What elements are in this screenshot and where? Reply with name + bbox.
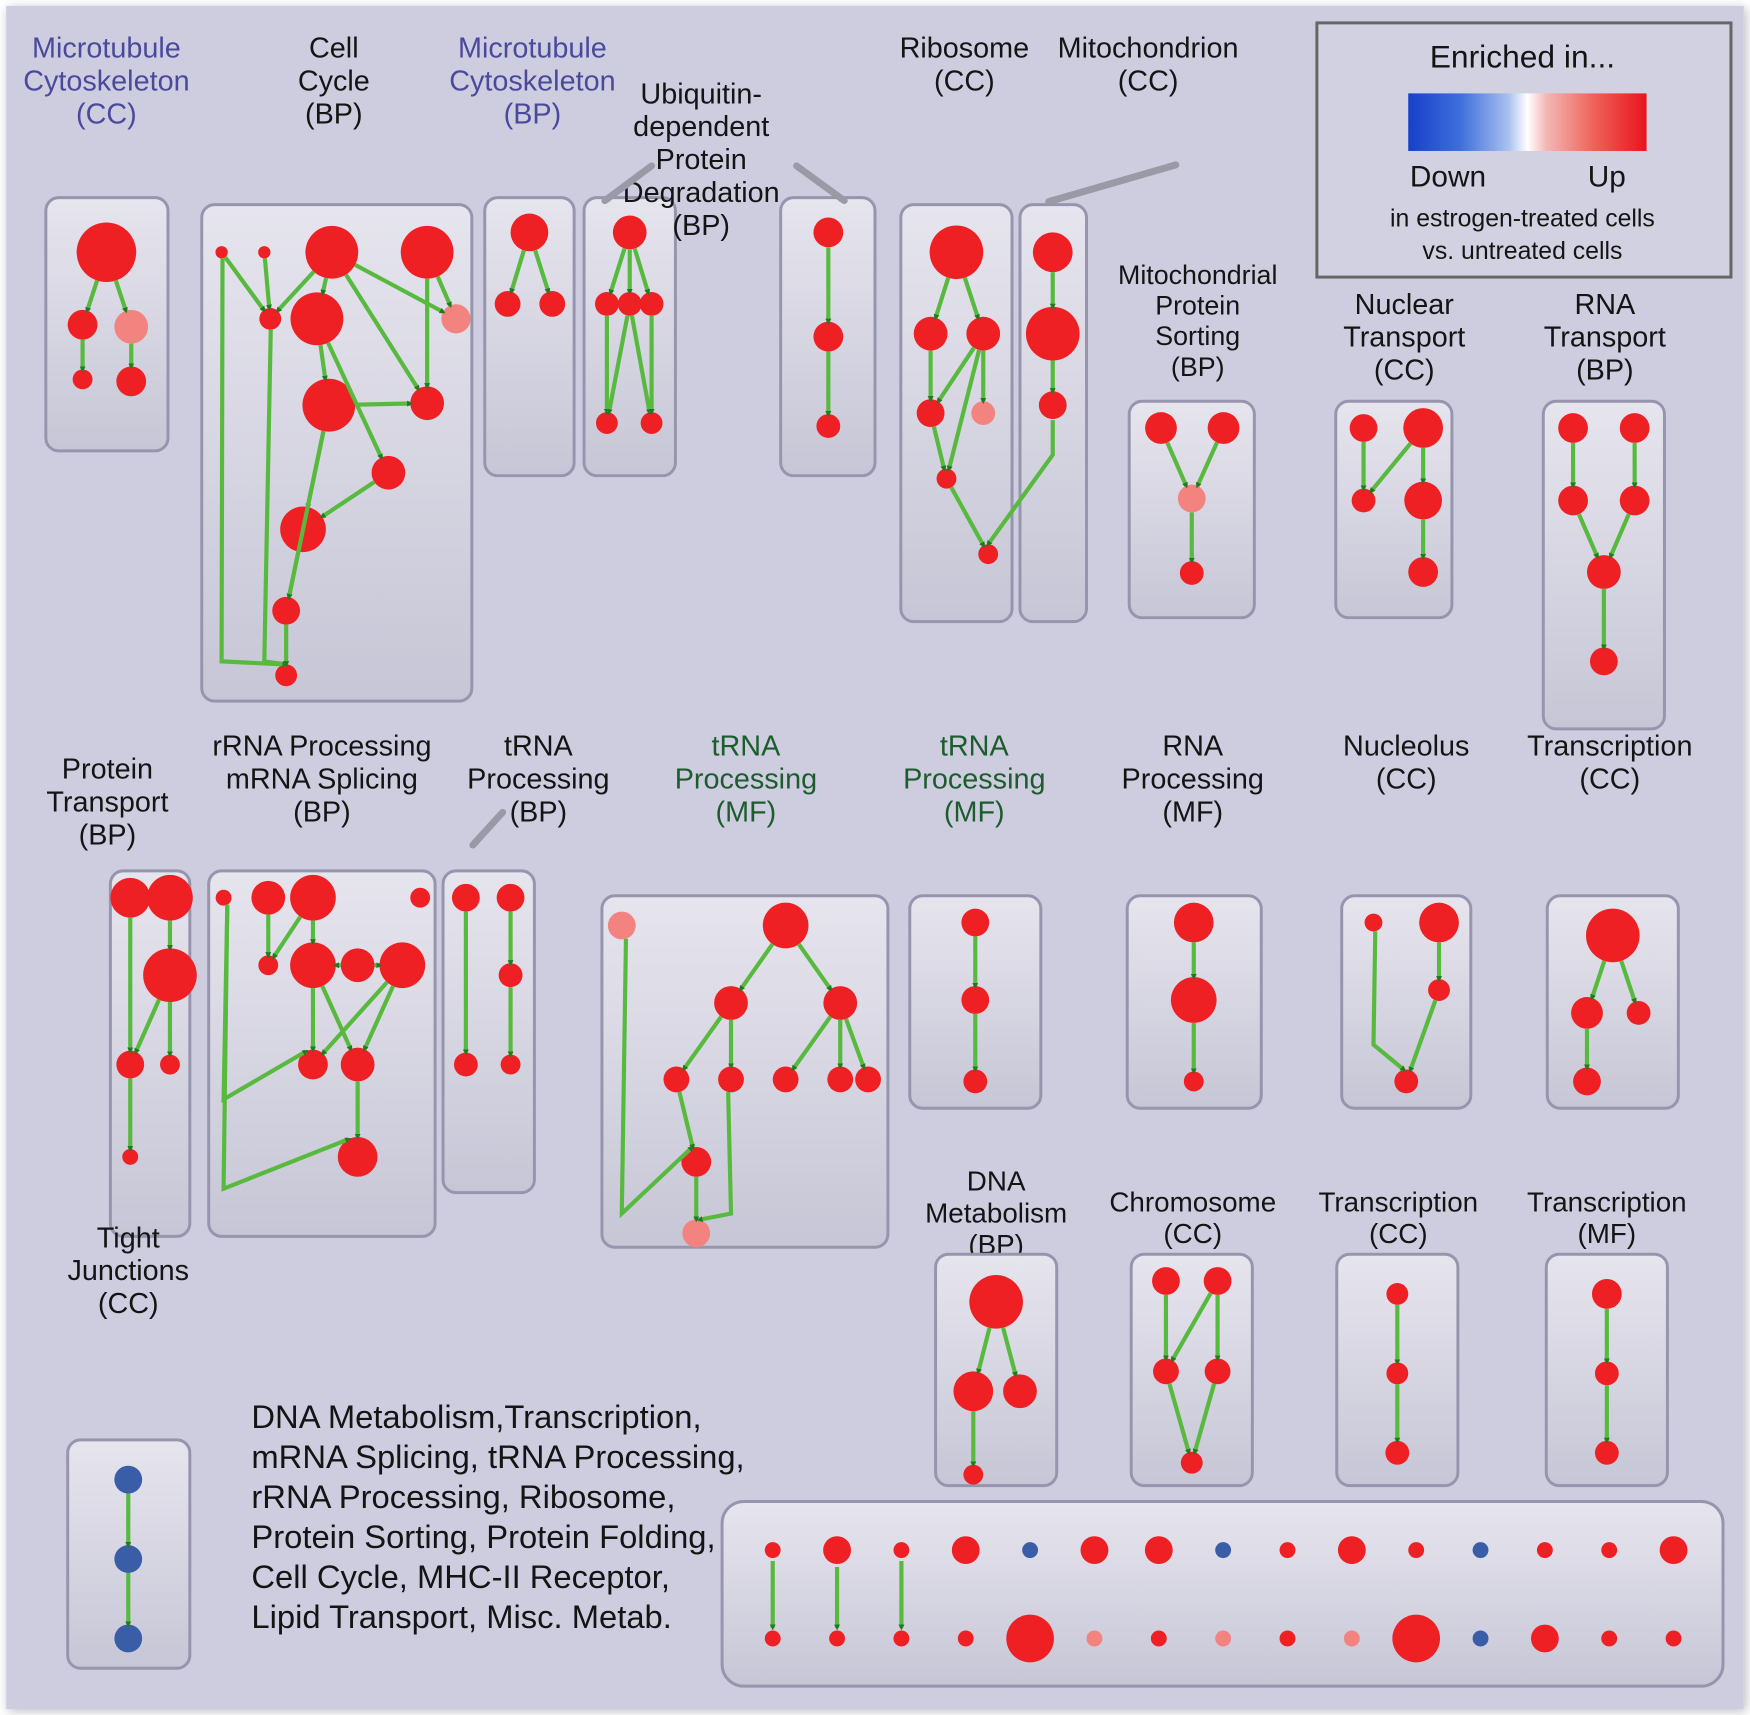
- svg-text:Up: Up: [1588, 161, 1626, 194]
- svg-text:Enriched in...: Enriched in...: [1430, 39, 1615, 75]
- svg-text:Down: Down: [1410, 161, 1486, 194]
